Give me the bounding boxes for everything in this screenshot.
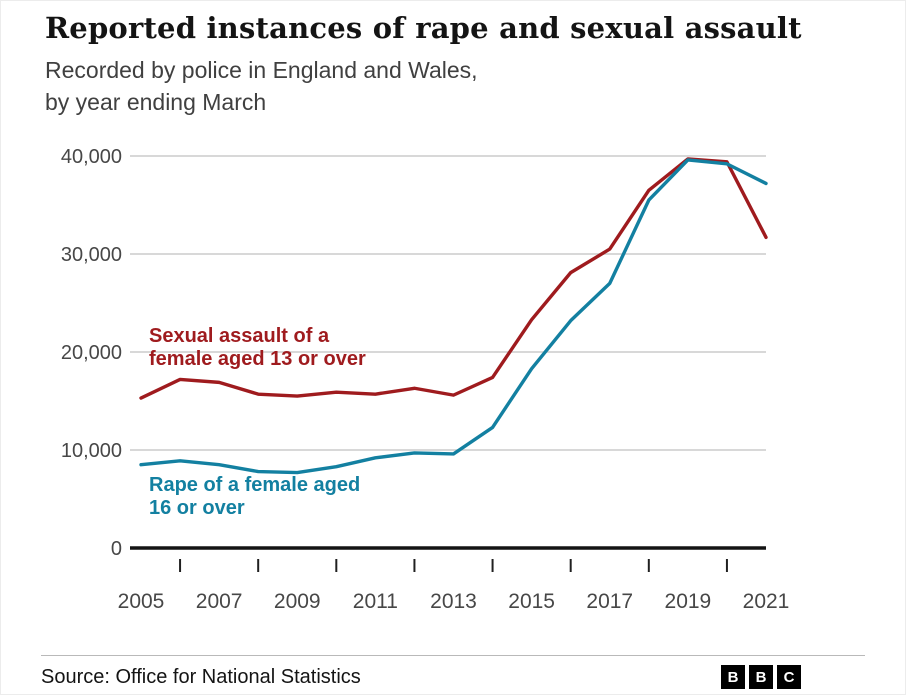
line-chart: 0 10,000 20,000 30,000 40,000 2005 2007 2009 201… [61,146,790,613]
x-axis-tick-label: 2011 [353,590,398,613]
series-label-rape-line-2: 16 or over [149,497,245,519]
bbc-logo-block-b1: B [721,665,745,689]
chart-subtitle: Recorded by police in England and Wales,… [45,54,478,118]
y-axis-tick-label: 30,000 [61,244,122,266]
x-axis-tick-label: 2013 [430,590,477,613]
series-label-sexual_assault-line-2: female aged 13 or over [149,348,366,370]
y-axis-tick-label: 0 [111,538,122,560]
bbc-logo-block-c: C [777,665,801,689]
chart-subtitle-line-2: by year ending March [45,89,267,115]
chart-title: Reported instances of rape and sexual as… [45,11,802,45]
chart-subtitle-line-1: Recorded by police in England and Wales, [45,57,478,83]
series-label-sexual_assault-line-1: Sexual assault of a [149,325,330,347]
x-axis-tick-label: 2021 [743,590,790,613]
x-axis-tick-label: 2009 [274,590,321,613]
x-axis-tick-label: 2019 [665,590,712,613]
series-line-rape [139,158,768,475]
x-axis-tick-label: 2017 [586,590,633,613]
x-axis-tick-label: 2007 [196,590,243,613]
bbc-logo: B B C [721,665,801,689]
bbc-logo-block-b2: B [749,665,773,689]
series-label-rape-line-1: Rape of a female aged [149,474,360,496]
footer: Source: Office for National Statistics B… [41,655,865,689]
y-axis-tick-label: 20,000 [61,342,122,364]
y-axis-tick-label: 40,000 [61,146,122,168]
source-text: Source: Office for National Statistics [41,665,361,688]
series-line-sexual_assault [139,157,768,400]
y-axis-tick-label: 10,000 [61,440,122,462]
x-axis-tick-label: 2005 [118,590,165,613]
x-axis-tick-label: 2015 [508,590,555,613]
